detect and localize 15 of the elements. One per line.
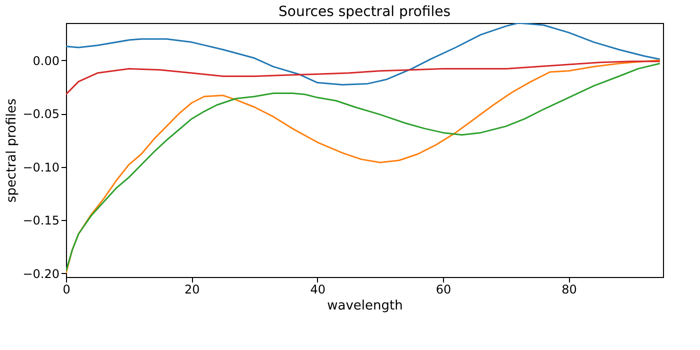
chart-title: Sources spectral profiles xyxy=(278,4,450,20)
x-axis-title: wavelength xyxy=(327,298,403,314)
y-tick-label: 0.00 xyxy=(32,54,60,68)
x-tick-label: 40 xyxy=(310,282,326,296)
x-tick-label: 80 xyxy=(562,282,577,296)
line-series xyxy=(66,23,661,86)
x-tick-label: 20 xyxy=(184,282,200,296)
y-tick-label: −0.15 xyxy=(22,214,60,228)
y-tick-label: −0.05 xyxy=(22,107,60,122)
x-tick-label: 60 xyxy=(436,282,452,296)
y-tick-label: −0.20 xyxy=(22,266,60,281)
y-tick-label: −0.10 xyxy=(22,160,60,174)
line-series xyxy=(66,60,661,96)
y-axis-title: spectral profiles xyxy=(4,98,20,203)
x-tick-label: 0 xyxy=(62,282,70,296)
